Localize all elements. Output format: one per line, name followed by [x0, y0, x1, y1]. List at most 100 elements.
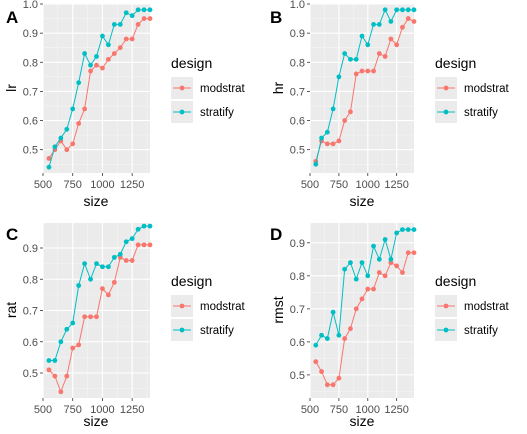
x-tick-label: 1000 [90, 179, 114, 191]
data-point-modstrat [382, 54, 388, 59]
legend-key-point [179, 327, 185, 333]
data-point-stratify [76, 283, 82, 288]
data-point-stratify [82, 51, 88, 56]
data-point-stratify [342, 266, 348, 272]
x-axis-title: size [350, 193, 375, 209]
data-point-modstrat [135, 242, 141, 248]
data-point-stratify [353, 276, 359, 282]
legend-key-point [443, 109, 449, 115]
legend-label-stratify: stratify [200, 107, 234, 119]
y-tick-label: 0.5 [23, 368, 38, 380]
data-point-stratify [111, 254, 117, 260]
series-stratify [46, 223, 153, 363]
y-tick-label: 0.8 [23, 274, 38, 286]
x-tick-label: 500 [34, 404, 52, 416]
data-point-stratify [313, 161, 319, 167]
data-point-stratify [147, 7, 153, 13]
data-point-modstrat [88, 68, 93, 74]
data-point-modstrat [111, 51, 117, 56]
x-tick-label: 750 [330, 404, 348, 416]
y-tick-label: 0.5 [290, 145, 305, 157]
data-point-modstrat [147, 242, 153, 248]
data-point-stratify [365, 273, 371, 279]
data-point-modstrat [123, 258, 129, 263]
data-point-stratify [46, 164, 52, 170]
data-point-stratify [400, 7, 405, 13]
legend-title: design [171, 273, 212, 289]
data-point-modstrat [342, 336, 348, 341]
series-stratify [313, 227, 417, 348]
gridlines [309, 223, 414, 398]
gridlines [42, 3, 150, 173]
data-point-modstrat [394, 42, 400, 48]
data-point-modstrat [129, 36, 135, 42]
data-point-modstrat [359, 296, 365, 302]
data-point-modstrat [405, 16, 411, 21]
data-point-stratify [330, 106, 336, 112]
y-axis-title: rmst [270, 296, 286, 323]
x-axis-title: size [84, 193, 109, 209]
x-tick-label: 500 [301, 404, 319, 416]
y-tick-label: 0.5 [23, 145, 38, 157]
data-point-modstrat [400, 270, 405, 275]
data-point-modstrat [100, 65, 105, 71]
data-point-modstrat [324, 382, 330, 388]
data-point-modstrat [400, 24, 405, 30]
data-point-modstrat [94, 314, 99, 320]
data-point-stratify [336, 74, 342, 80]
data-point-stratify [319, 332, 324, 338]
data-point-stratify [359, 260, 365, 266]
y-tick-label: 0.7 [290, 304, 305, 316]
panel-letter: A [6, 8, 18, 27]
data-point-stratify [82, 261, 88, 267]
data-point-stratify [359, 33, 365, 39]
y-tick-label: 0.6 [290, 116, 305, 128]
legend-key-point [443, 327, 449, 333]
y-tick-label: 0.6 [23, 116, 38, 128]
data-point-modstrat [313, 359, 319, 365]
panel-letter: C [6, 225, 18, 244]
data-point-stratify [405, 7, 411, 13]
data-point-stratify [105, 264, 111, 270]
y-tick-label: 0.5 [290, 370, 305, 382]
data-point-modstrat [365, 286, 371, 292]
x-tick-label: 1000 [356, 404, 380, 416]
data-point-stratify [105, 42, 111, 48]
data-point-modstrat [141, 16, 147, 21]
data-point-modstrat [46, 156, 52, 161]
x-tick-label: 750 [330, 179, 348, 191]
legend-title: design [171, 55, 212, 71]
x-tick-label: 1250 [384, 179, 408, 191]
legend-label-modstrat: modstrat [464, 301, 510, 313]
data-point-modstrat [388, 260, 394, 266]
y-axis-title: hr [270, 81, 286, 94]
data-point-modstrat [371, 286, 376, 292]
data-point-stratify [376, 21, 382, 27]
legend-key-point [179, 303, 185, 309]
data-point-modstrat [100, 286, 105, 292]
data-point-modstrat [76, 342, 82, 348]
data-point-stratify [394, 230, 400, 236]
legend-title: design [435, 55, 476, 71]
data-point-stratify [117, 251, 123, 257]
data-point-modstrat [336, 138, 342, 144]
data-point-modstrat [353, 306, 359, 312]
y-tick-label: 0.9 [23, 28, 38, 40]
series-modstrat [46, 16, 153, 161]
data-point-stratify [70, 106, 76, 112]
y-tick-label: 1.0 [23, 0, 38, 11]
x-tick-label: 1250 [384, 404, 408, 416]
data-point-modstrat [353, 71, 359, 77]
data-point-stratify [342, 51, 348, 56]
data-point-stratify [388, 256, 394, 262]
data-point-stratify [52, 358, 58, 363]
data-point-stratify [100, 264, 105, 270]
data-point-stratify [400, 227, 405, 233]
y-tick-label: 0.8 [23, 57, 38, 69]
data-point-modstrat [64, 373, 70, 379]
panel-a: A 0.5 0.6 0.7 0.8 0.9 1.0 500 750 1000 1250 size lr d… [3, 0, 246, 209]
legend-title: design [435, 273, 476, 289]
data-point-stratify [348, 56, 353, 62]
y-tick-label: 0.9 [290, 28, 305, 40]
